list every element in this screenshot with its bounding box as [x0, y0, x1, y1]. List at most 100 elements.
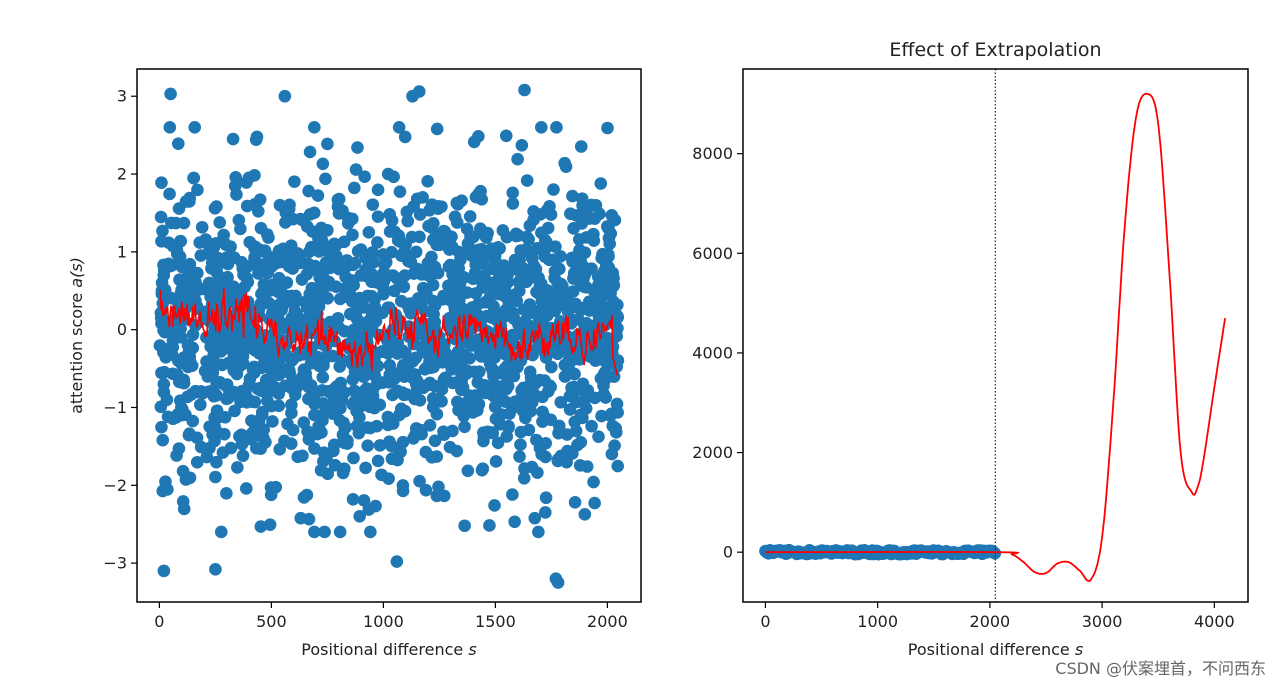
scatter-point [210, 455, 223, 469]
scatter-point [517, 472, 531, 485]
scatter-point [407, 267, 421, 280]
scatter-point [392, 229, 406, 243]
scatter-point [423, 419, 437, 432]
scatter-point [278, 379, 292, 393]
scatter-point [155, 176, 168, 189]
scatter-point [195, 220, 209, 234]
scatter-point [183, 471, 197, 485]
scatter-point [566, 447, 579, 460]
scatter-point [156, 433, 170, 447]
scatter-point [300, 488, 314, 502]
scatter-point [286, 423, 300, 437]
scatter-point [248, 241, 261, 255]
scatter-point [261, 342, 275, 356]
scatter-point [468, 389, 482, 402]
scatter-point [375, 345, 389, 358]
scatter-point [565, 381, 578, 395]
scatter-point [382, 472, 395, 485]
scatter-point [552, 425, 566, 439]
scatter-point [395, 249, 408, 262]
scatter-point [211, 411, 225, 424]
scatter-point [214, 525, 228, 539]
scatter-point [155, 420, 168, 434]
scatter-point [175, 283, 188, 297]
scatter-point [321, 350, 334, 363]
scatter-point [460, 396, 473, 409]
scatter-point [282, 363, 296, 377]
scatter-point [568, 496, 582, 509]
scatter-point [545, 360, 558, 374]
scatter-point [348, 394, 362, 408]
scatter-point [413, 474, 426, 488]
scatter-point [359, 461, 372, 475]
scatter-point [472, 129, 485, 143]
scatter-point [160, 393, 174, 407]
scatter-point [559, 160, 573, 173]
scatter-point [333, 525, 347, 539]
scatter-point [426, 294, 440, 308]
scatter-point [496, 224, 510, 237]
scatter-point [311, 189, 325, 202]
right-y-tick-label: 0 [723, 543, 733, 562]
scatter-point [333, 360, 347, 373]
scatter-point [347, 451, 360, 465]
right-y-tick-label: 8000 [692, 144, 733, 163]
scatter-point [213, 216, 227, 229]
scatter-point [509, 227, 523, 241]
scatter-point [491, 436, 505, 450]
scatter-point [371, 454, 385, 468]
scatter-point [190, 455, 204, 469]
scatter-point [566, 285, 580, 298]
scatter-point [594, 177, 608, 190]
scatter-point [530, 308, 543, 322]
scatter-point [220, 487, 233, 500]
scatter-point [531, 466, 544, 479]
scatter-point [475, 463, 489, 477]
scatter-point [564, 207, 577, 220]
scatter-point [554, 395, 568, 409]
scatter-point [332, 207, 346, 220]
scatter-point [408, 392, 422, 406]
scatter-point [257, 423, 271, 436]
scatter-point [273, 443, 287, 456]
scatter-point [331, 312, 345, 325]
scatter-point [506, 186, 520, 200]
left-x-tick-label: 0 [154, 612, 164, 631]
scatter-point [284, 239, 298, 252]
scatter-point [224, 441, 238, 455]
scatter-point [339, 270, 352, 284]
right-x-tick-label: 4000 [1194, 612, 1235, 631]
scatter-point [373, 439, 387, 452]
scatter-point [226, 132, 240, 146]
scatter-point [472, 187, 485, 201]
scatter-point [165, 216, 178, 230]
scatter-point [272, 244, 286, 258]
scatter-point [258, 244, 272, 257]
scatter-point [316, 414, 329, 427]
left-x-axis-label: Positional difference s [301, 640, 476, 659]
scatter-point [158, 365, 171, 379]
scatter-point [182, 346, 195, 360]
scatter-point [236, 449, 250, 462]
scatter-point [368, 292, 381, 306]
right-y-tick-label: 6000 [692, 244, 733, 263]
scatter-point [481, 226, 494, 240]
scatter-point [238, 280, 251, 294]
scatter-point [240, 176, 253, 189]
scatter-point [520, 174, 534, 187]
scatter-point [200, 450, 214, 464]
scatter-point [516, 404, 530, 417]
right-y-tick-label: 2000 [692, 443, 733, 462]
scatter-point [257, 278, 271, 291]
scatter-point [600, 220, 614, 233]
scatter-point [302, 245, 316, 259]
scatter-point [566, 189, 579, 203]
scatter-point [289, 256, 303, 270]
scatter-point [361, 439, 375, 452]
scatter-point [319, 258, 332, 271]
scatter-point [188, 121, 202, 134]
scatter-point [347, 278, 360, 292]
scatter-point [501, 379, 515, 393]
scatter-point [471, 376, 485, 389]
scatter-point [437, 373, 451, 386]
